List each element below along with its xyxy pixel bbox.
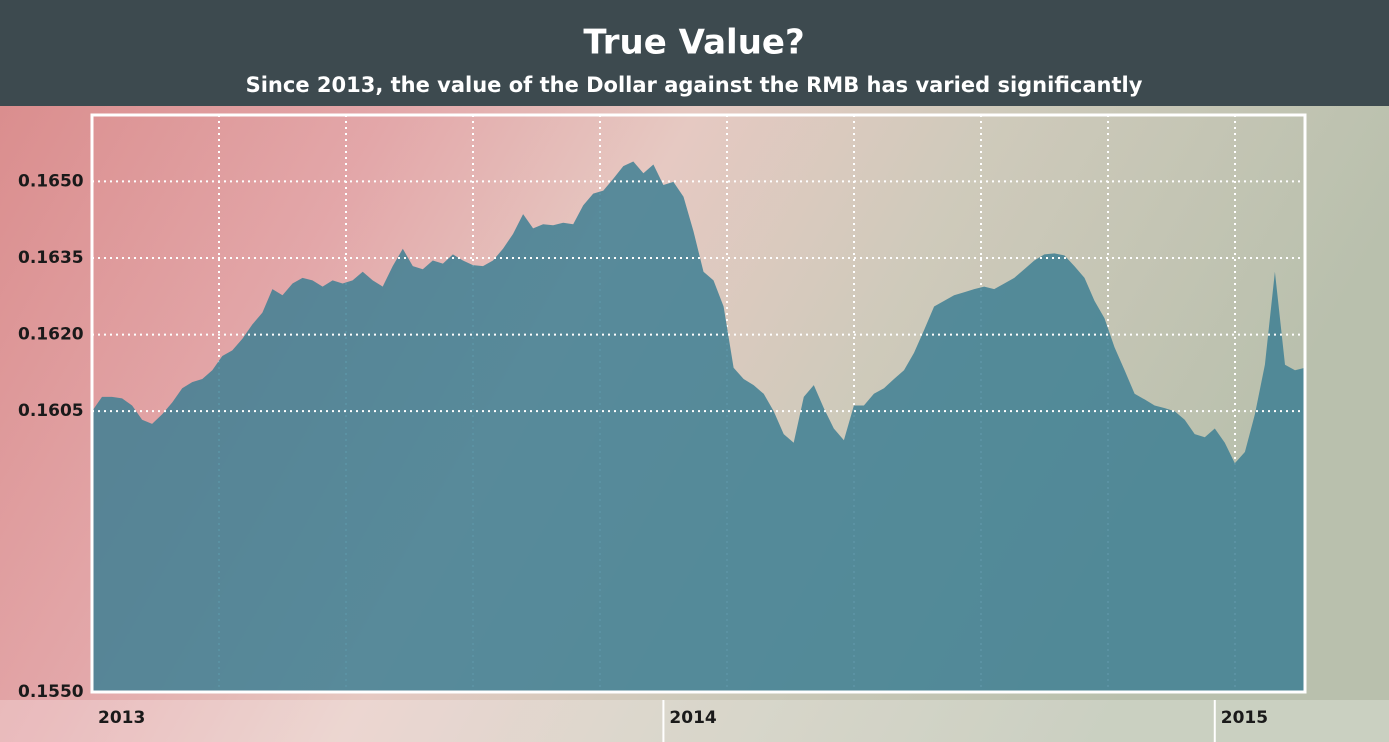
x-tick-label: 2014 bbox=[669, 708, 716, 728]
y-tick-label: 0.1605 bbox=[18, 401, 84, 421]
chart-title: True Value? bbox=[583, 23, 804, 63]
y-tick-label: 0.1635 bbox=[18, 248, 84, 268]
x-tick-label: 2013 bbox=[98, 708, 145, 728]
x-tick-label: 2015 bbox=[1221, 708, 1268, 728]
y-tick-label: 0.1550 bbox=[18, 682, 84, 702]
header bbox=[0, 0, 1389, 106]
area bbox=[92, 161, 1305, 692]
y-tick-label: 0.1620 bbox=[18, 325, 84, 345]
plot bbox=[92, 161, 1305, 692]
y-tick-label: 0.1650 bbox=[18, 171, 84, 191]
x-axis-band bbox=[0, 700, 1389, 742]
chart-subtitle: Since 2013, the value of the Dollar agai… bbox=[246, 73, 1143, 97]
